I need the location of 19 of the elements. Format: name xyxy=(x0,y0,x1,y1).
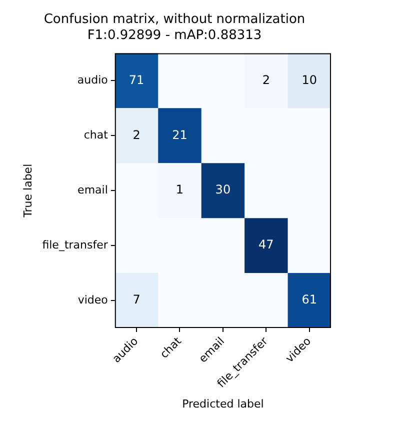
chart-title: Confusion matrix, without normalization xyxy=(44,12,306,28)
y-tick-label: audio xyxy=(77,74,108,87)
data-label: 47 xyxy=(258,238,274,252)
data-label: 71 xyxy=(128,72,144,87)
data-label: 2 xyxy=(132,128,140,142)
data-label: 10 xyxy=(302,72,318,87)
data-label: 30 xyxy=(215,182,231,197)
x-axis-title: Predicted label xyxy=(182,397,264,410)
chart-subtitle: F1:0.92899 - mAP:0.88313 xyxy=(87,28,262,43)
data-label: 21 xyxy=(172,128,188,142)
y-axis-title: True label xyxy=(21,164,34,218)
data-label: 61 xyxy=(302,292,318,307)
data-label: 2 xyxy=(262,72,270,87)
y-tick-label: video xyxy=(78,293,108,306)
y-tick-label: email xyxy=(78,183,108,196)
data-label: 7 xyxy=(132,292,140,307)
y-tick-label: chat xyxy=(84,128,109,142)
y-tick-label: file_transfer xyxy=(42,238,108,252)
data-label: 1 xyxy=(176,182,184,197)
